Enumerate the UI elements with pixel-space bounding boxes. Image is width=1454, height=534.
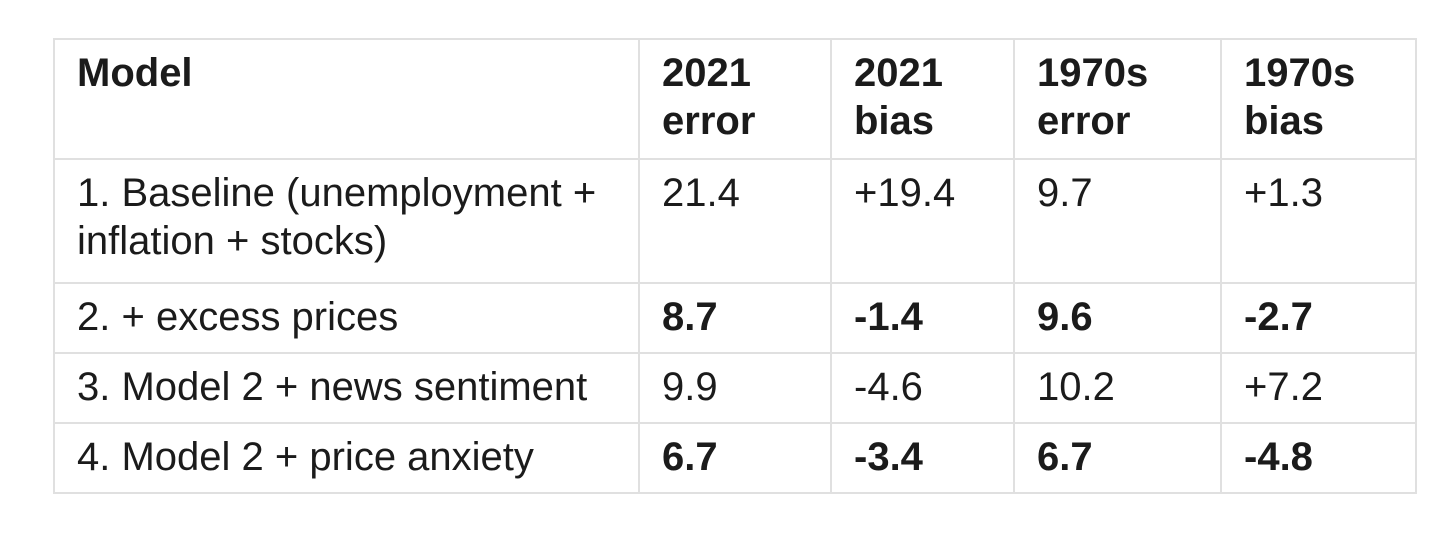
value-cell-1970s-error: 10.2: [1013, 352, 1222, 424]
table-row-price-anxiety: 4. Model 2 + price anxiety 6.7 -3.4 6.7 …: [53, 422, 1417, 494]
model-name-cell: 3. Model 2 + news sentiment: [53, 352, 640, 424]
value-cell-1970s-error: 6.7: [1013, 422, 1222, 494]
model-name-cell: 2. + excess prices: [53, 282, 640, 354]
value-cell-2021-bias: -4.6: [830, 352, 1015, 424]
value-cell-2021-error: 6.7: [638, 422, 832, 494]
value-cell-2021-error: 21.4: [638, 158, 832, 284]
column-header-1970s-bias: 1970s bias: [1220, 38, 1417, 160]
model-name-cell: 4. Model 2 + price anxiety: [53, 422, 640, 494]
header-row: Model 2021 error 2021 bias 1970s error 1…: [53, 38, 1417, 160]
value-cell-2021-bias: +19.4: [830, 158, 1015, 284]
value-cell-2021-error: 9.9: [638, 352, 832, 424]
value-cell-2021-bias: -3.4: [830, 422, 1015, 494]
model-comparison-table: Model 2021 error 2021 bias 1970s error 1…: [53, 38, 1417, 494]
value-cell-1970s-error: 9.6: [1013, 282, 1222, 354]
value-cell-1970s-bias: +7.2: [1220, 352, 1417, 424]
table-row-news-sentiment: 3. Model 2 + news sentiment 9.9 -4.6 10.…: [53, 352, 1417, 424]
value-cell-1970s-bias: +1.3: [1220, 158, 1417, 284]
table-row-baseline: 1. Baseline (unemployment + inflation + …: [53, 158, 1417, 284]
column-header-model: Model: [53, 38, 640, 160]
column-header-2021-bias: 2021 bias: [830, 38, 1015, 160]
value-cell-2021-error: 8.7: [638, 282, 832, 354]
value-cell-1970s-bias: -4.8: [1220, 422, 1417, 494]
column-header-2021-error: 2021 error: [638, 38, 832, 160]
value-cell-2021-bias: -1.4: [830, 282, 1015, 354]
model-name-cell: 1. Baseline (unemployment + inflation + …: [53, 158, 640, 284]
value-cell-1970s-bias: -2.7: [1220, 282, 1417, 354]
column-header-1970s-error: 1970s error: [1013, 38, 1222, 160]
value-cell-1970s-error: 9.7: [1013, 158, 1222, 284]
table-row-excess-prices: 2. + excess prices 8.7 -1.4 9.6 -2.7: [53, 282, 1417, 354]
